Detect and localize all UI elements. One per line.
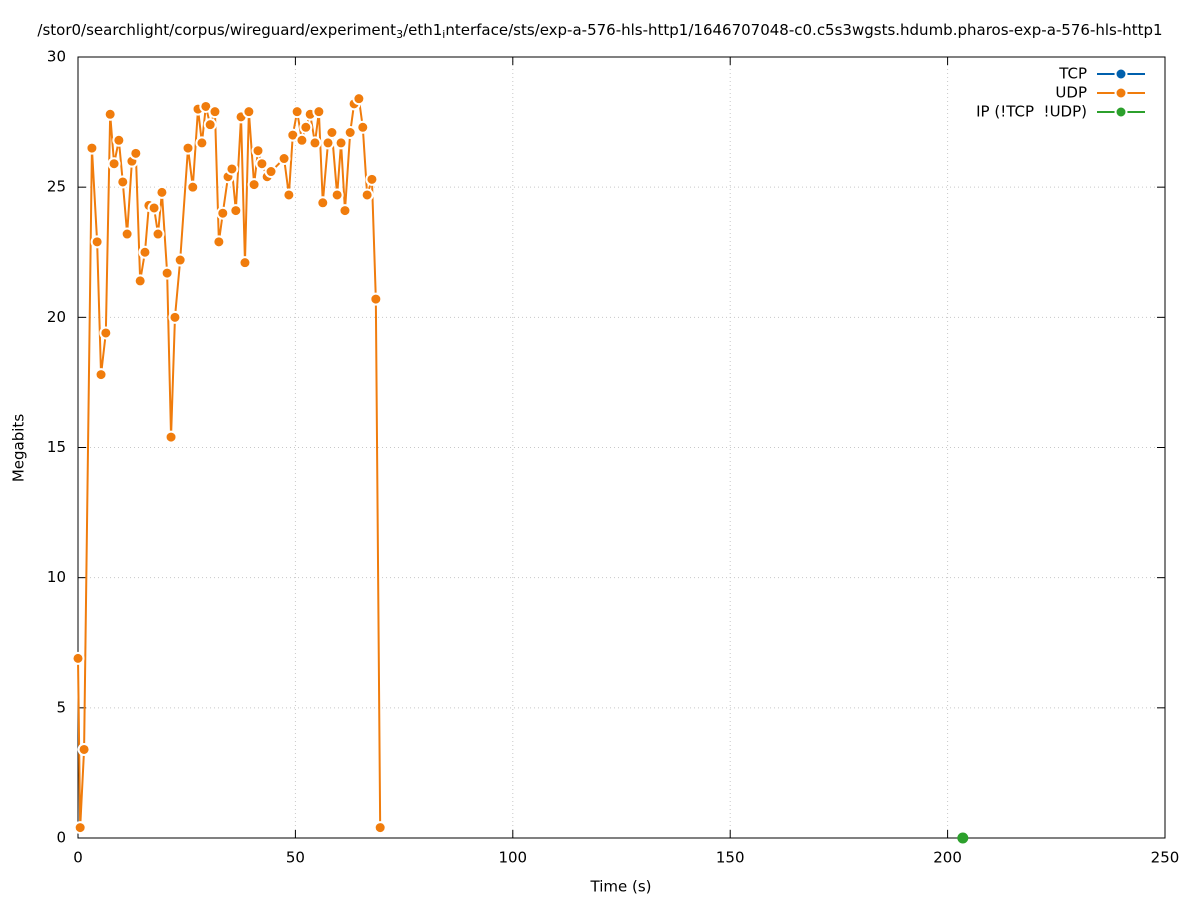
y-tick-label: 15 — [47, 438, 66, 456]
title-part: /stor0/searchlight/corpus/wireguard/expe… — [37, 21, 396, 39]
data-point — [112, 133, 126, 147]
data-point — [120, 227, 134, 241]
legend-marker — [1114, 86, 1128, 100]
data-point — [330, 188, 344, 202]
y-axis-label: Megabits — [10, 414, 28, 482]
data-point — [247, 178, 261, 192]
x-tick-label: 150 — [716, 849, 745, 867]
data-point — [295, 133, 309, 147]
data-point — [356, 120, 370, 134]
data-point — [208, 105, 222, 119]
data-point — [186, 180, 200, 194]
data-point — [173, 253, 187, 267]
x-tick-label: 100 — [498, 849, 527, 867]
legend-label: UDP — [1055, 84, 1087, 102]
data-point — [957, 832, 969, 844]
plot-frame — [77, 56, 1166, 839]
data-point — [321, 136, 335, 150]
data-point — [164, 430, 178, 444]
data-point — [352, 92, 366, 106]
data-point — [255, 157, 269, 171]
data-point — [73, 821, 87, 835]
data-point — [138, 245, 152, 259]
data-point — [77, 742, 91, 756]
data-point — [264, 165, 278, 179]
data-point — [71, 651, 85, 665]
data-point — [360, 188, 374, 202]
data-point — [242, 105, 256, 119]
y-tick-label: 10 — [47, 568, 66, 586]
y-tick-label: 30 — [47, 48, 66, 66]
chart-title: /stor0/searchlight/corpus/wireguard/expe… — [37, 21, 1162, 42]
y-tick-label: 20 — [47, 308, 66, 326]
legend-marker — [1114, 67, 1128, 81]
title-part: 3 — [396, 28, 403, 41]
data-point — [312, 105, 326, 119]
data-point — [85, 141, 99, 155]
data-point — [133, 274, 147, 288]
data-point — [181, 141, 195, 155]
data-point — [155, 185, 169, 199]
data-point — [365, 172, 379, 186]
data-point — [103, 107, 117, 121]
data-point — [334, 136, 348, 150]
data-point — [107, 157, 121, 171]
title-part: /eth1 — [403, 21, 442, 39]
data-point — [308, 136, 322, 150]
data-point — [99, 326, 113, 340]
data-point — [238, 256, 252, 270]
data-point — [225, 162, 239, 176]
data-point — [216, 206, 230, 220]
series-line — [77, 96, 382, 828]
legend-marker — [1114, 105, 1128, 119]
data-point — [212, 235, 226, 249]
legend-label: IP (!TCP !UDP) — [976, 103, 1087, 121]
data-point — [325, 125, 339, 139]
data-point — [282, 188, 296, 202]
data-point — [316, 196, 330, 210]
data-point — [116, 175, 130, 189]
data-point — [338, 204, 352, 218]
data-point — [290, 105, 304, 119]
legend-label: TCP — [1058, 65, 1087, 83]
data-point — [343, 125, 357, 139]
data-point — [160, 266, 174, 280]
title-part: nterface/sts/exp-a-576-hls-http1/1646707… — [445, 21, 1162, 39]
y-tick-label: 5 — [56, 698, 66, 716]
data-point — [94, 368, 108, 382]
title-part: i — [442, 28, 445, 41]
data-point — [277, 152, 291, 166]
data-point — [299, 120, 313, 134]
data-point — [90, 235, 104, 249]
x-axis-label: Time (s) — [590, 878, 652, 896]
x-tick-label: 200 — [933, 849, 962, 867]
data-point — [369, 292, 383, 306]
data-point — [195, 136, 209, 150]
data-point — [229, 204, 243, 218]
data-point — [147, 201, 161, 215]
data-point — [203, 118, 217, 132]
y-tick-label: 0 — [56, 829, 66, 847]
data-point — [251, 144, 265, 158]
data-point — [151, 227, 165, 241]
x-tick-label: 50 — [286, 849, 305, 867]
y-tick-label: 25 — [47, 178, 66, 196]
x-tick-label: 250 — [1151, 849, 1180, 867]
x-tick-label: 0 — [73, 849, 83, 867]
data-point — [373, 821, 387, 835]
data-point — [168, 310, 182, 324]
data-point — [129, 146, 143, 160]
